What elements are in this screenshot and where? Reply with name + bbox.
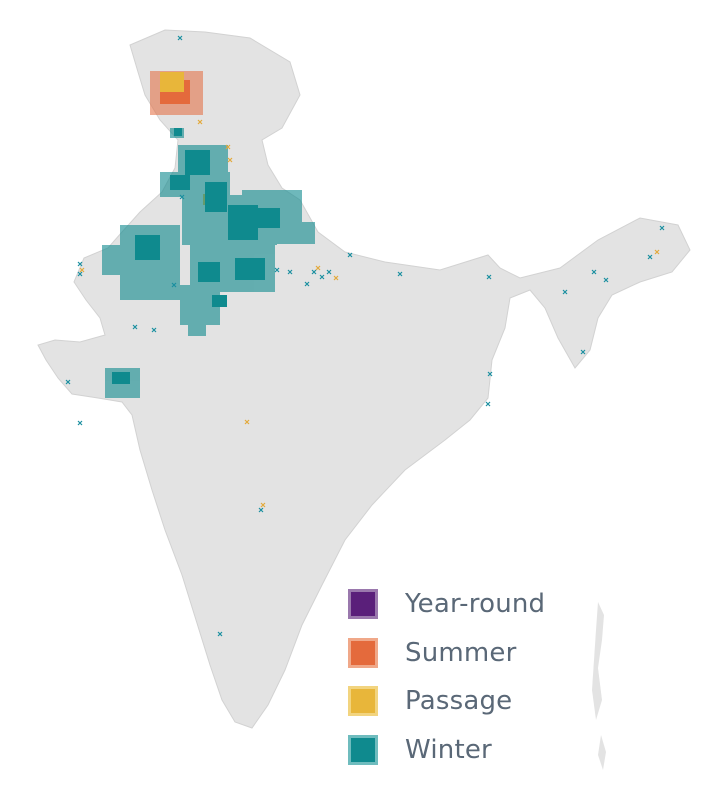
legend-label-year-round: Year-round (405, 589, 546, 620)
legend-swatch-summer (348, 637, 378, 668)
legend-label-passage: Passage (405, 686, 513, 717)
legend-item-passage: Passage (348, 677, 588, 726)
legend-item-winter: Winter (348, 726, 588, 775)
legend-swatch-year-round (348, 589, 378, 620)
legend-item-year-round: Year-round (348, 580, 588, 629)
legend-label-winter: Winter (405, 734, 492, 765)
legend: Year-round Summer Passage Winter (348, 580, 588, 774)
winter-range (102, 128, 315, 398)
legend-swatch-winter (348, 734, 378, 765)
legend-label-summer: Summer (405, 637, 517, 668)
legend-swatch-passage (348, 686, 378, 717)
sighting-markers-winter (65, 35, 665, 637)
legend-item-summer: Summer (348, 629, 588, 678)
sighting-markers-passage (79, 119, 660, 508)
